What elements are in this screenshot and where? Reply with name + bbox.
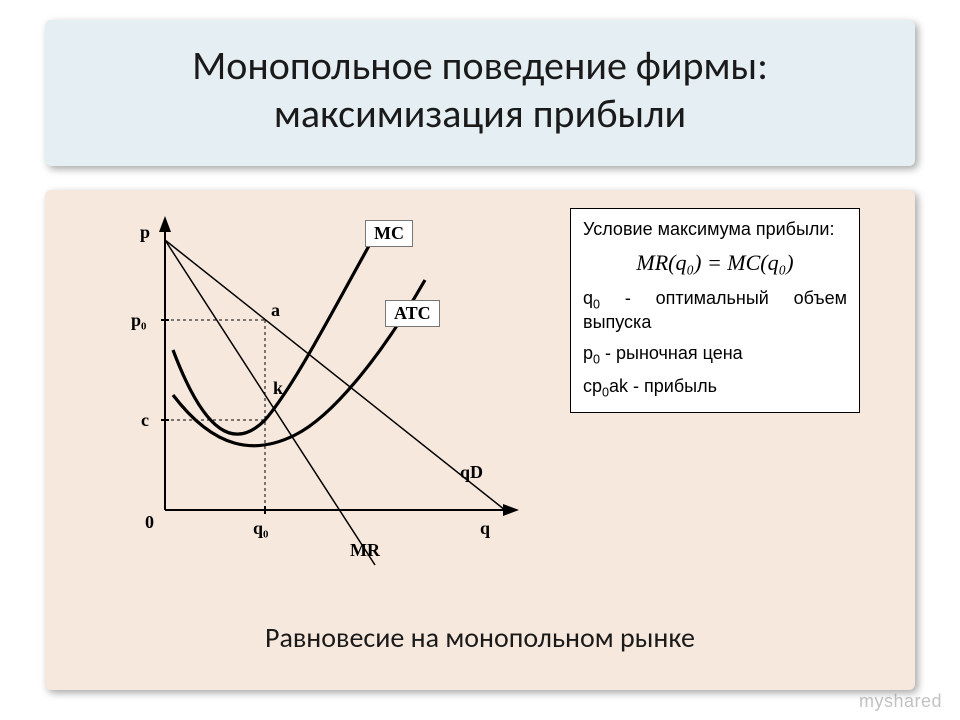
slide-title: Монопольное поведение фирмы: максимизаци…: [70, 42, 890, 138]
title-box: Монопольное поведение фирмы: максимизаци…: [45, 20, 915, 166]
mc-label: MC: [365, 220, 413, 247]
c-label: c: [141, 410, 149, 431]
chart-svg: [85, 200, 565, 570]
slide: Монопольное поведение фирмы: максимизаци…: [0, 0, 960, 720]
p-label: p: [140, 222, 150, 243]
caption: Равновесие на монопольном рынке: [45, 620, 915, 655]
qd-label: qD: [460, 462, 483, 483]
q-label: q: [480, 518, 490, 539]
info-line3: p0 - рыночная цена: [583, 343, 847, 367]
info-box: Условие максимума прибыли: MR(q₀) = MC(q…: [570, 208, 860, 413]
info-equation: MR(q₀) = MC(q₀): [583, 250, 847, 276]
k-label: k: [273, 378, 283, 399]
content-box: MC ATC p p₀ c 0 q₀ MR q qD a k Условие м…: [45, 190, 915, 690]
p0-label: p₀: [131, 310, 146, 331]
atc-label: ATC: [385, 300, 440, 327]
monopoly-chart: MC ATC p p₀ c 0 q₀ MR q qD a k: [85, 200, 565, 570]
info-line1: Условие максимума прибыли:: [583, 219, 847, 240]
origin-label: 0: [145, 512, 154, 533]
q0-label: q₀: [253, 518, 268, 539]
watermark: myshared: [859, 691, 942, 712]
a-label: a: [271, 300, 280, 321]
info-line2: q0 - оптимальный объем выпуска: [583, 288, 847, 333]
info-line4: cp0ak - прибыль: [583, 376, 847, 400]
mr-label: MR: [350, 540, 380, 561]
